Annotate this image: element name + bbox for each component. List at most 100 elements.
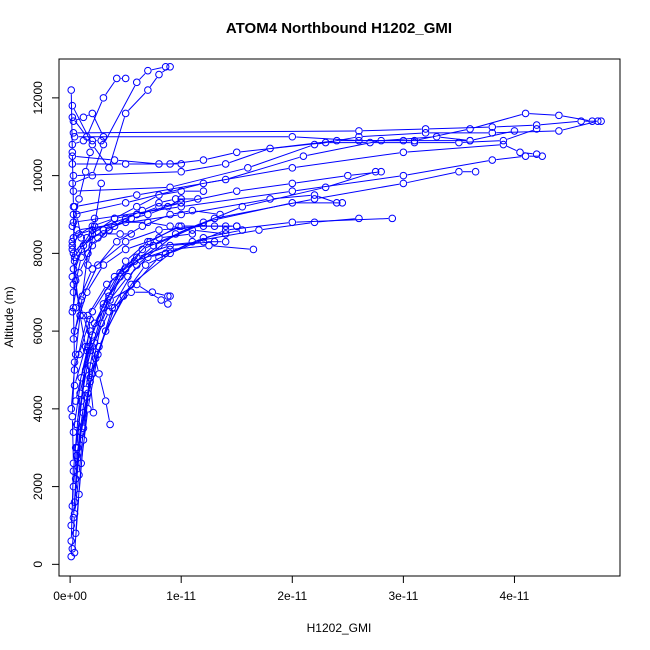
series-segment — [496, 156, 522, 161]
data-point — [177, 210, 185, 219]
series-segment — [307, 140, 378, 156]
data-point — [577, 117, 585, 125]
series-segment — [82, 268, 97, 297]
series-segment — [73, 451, 77, 483]
data-point — [138, 206, 147, 215]
data-point — [105, 226, 113, 234]
x-tick-label: 0e+00 — [53, 589, 87, 603]
data-point — [338, 199, 347, 207]
series — [69, 117, 605, 137]
data-point — [421, 125, 430, 133]
data-point — [332, 199, 341, 207]
data-point — [110, 222, 119, 230]
x-tick-label: 3e-11 — [388, 589, 418, 603]
series-segment — [128, 243, 146, 259]
data-point — [232, 148, 241, 157]
series-segment — [83, 240, 96, 255]
series-segment — [105, 81, 115, 95]
data-point — [421, 129, 430, 137]
data-point — [146, 237, 154, 246]
series-segment — [173, 168, 245, 187]
data-point — [399, 171, 408, 180]
data-point — [68, 245, 77, 254]
series-segment — [139, 236, 173, 263]
data-point — [70, 202, 79, 211]
series-segment — [113, 268, 136, 305]
data-point — [199, 179, 208, 188]
data-point — [249, 245, 258, 254]
y-tick-label: 4000 — [31, 395, 45, 422]
series-segment — [153, 227, 176, 241]
data-point — [166, 245, 174, 254]
data-point — [88, 136, 97, 145]
data-point — [68, 237, 77, 246]
series-segment — [251, 145, 311, 167]
data-point — [71, 350, 80, 359]
data-point — [161, 249, 170, 258]
data-point — [82, 132, 91, 141]
data-point — [88, 140, 97, 149]
data-point — [321, 138, 330, 147]
data-point — [177, 199, 185, 207]
series-segment — [129, 183, 200, 203]
series-segment — [129, 230, 156, 241]
data-point — [84, 249, 92, 258]
data-point — [266, 195, 274, 203]
data-point — [355, 136, 363, 145]
series-segment — [523, 152, 533, 155]
data-point — [124, 272, 132, 281]
data-point — [84, 389, 92, 398]
data-point — [121, 237, 130, 246]
data-point — [88, 342, 97, 351]
series — [69, 140, 541, 219]
data-point — [299, 152, 308, 160]
series — [71, 214, 363, 483]
data-point — [106, 420, 114, 429]
data-point — [101, 327, 110, 335]
series-segment — [87, 370, 91, 390]
series-segment — [162, 241, 200, 246]
data-point — [164, 300, 172, 308]
data-point — [355, 132, 363, 141]
data-point — [232, 222, 241, 230]
data-point — [555, 127, 563, 135]
data-point — [67, 537, 76, 545]
data-point — [177, 195, 185, 203]
data-point — [97, 136, 106, 145]
data-point — [69, 335, 78, 343]
series-segment — [496, 124, 533, 128]
series-segment — [76, 350, 88, 398]
data-point — [366, 138, 374, 147]
series-segment — [212, 245, 250, 250]
data-point — [130, 257, 139, 265]
data-point — [288, 187, 297, 195]
series-segment — [418, 129, 467, 141]
series-segment — [109, 117, 125, 165]
series-segment — [196, 230, 222, 234]
data-point — [110, 214, 119, 223]
series-segment — [185, 164, 222, 172]
series-segment — [75, 141, 80, 144]
data-point — [155, 241, 163, 250]
x-tick-label: 4e-11 — [500, 589, 530, 603]
data-point — [455, 138, 463, 147]
series-segment — [71, 420, 74, 460]
data-point — [166, 210, 174, 219]
data-point — [161, 62, 170, 71]
data-point — [69, 513, 78, 522]
data-point — [90, 319, 99, 328]
data-point — [102, 280, 111, 289]
data-point — [344, 171, 352, 180]
data-point — [199, 218, 208, 227]
series-segment — [80, 214, 178, 230]
series-segment — [140, 246, 167, 257]
data-point — [121, 257, 130, 265]
data-point — [86, 327, 94, 335]
data-point — [84, 311, 92, 320]
series — [68, 62, 174, 172]
series-segment — [82, 230, 89, 234]
data-point — [86, 377, 94, 386]
series-segment — [72, 517, 75, 545]
data-point — [466, 136, 474, 145]
x-tick-label: 2e-11 — [277, 589, 307, 603]
